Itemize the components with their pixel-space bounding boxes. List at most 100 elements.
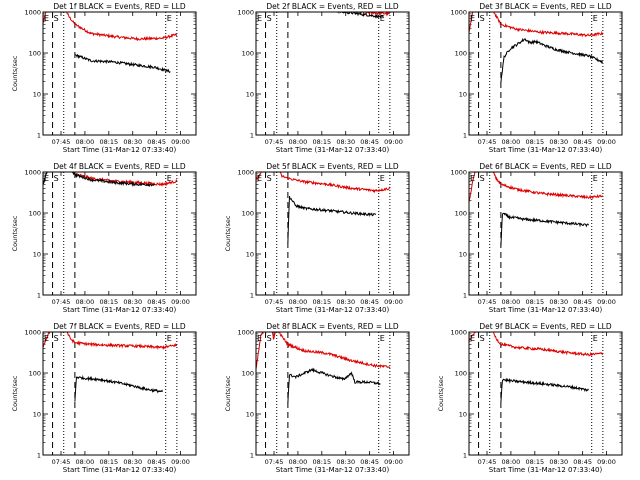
marker-e: E: [167, 14, 172, 23]
chart-panel-5: Det 5f BLACK = Events, RED = LLD 1000 100 1…: [224, 162, 410, 314]
lld-series-line: [492, 172, 603, 200]
marker-e: E: [257, 14, 262, 23]
x-tick-label: 08:30: [549, 298, 568, 306]
marker-e: E: [44, 334, 49, 343]
events-series-line: [43, 172, 155, 188]
x-tick-label: 08:00: [502, 458, 521, 466]
chart-panel-4: Det 4f BLACK = Events, RED = LLD 1000 100 1…: [11, 162, 197, 314]
x-tick-label: 07:45: [52, 458, 71, 466]
x-tick-label: 09:00: [171, 458, 190, 466]
chart-title: Det 7f BLACK = Events, RED = LLD: [53, 322, 186, 331]
chart-title: Det 1f BLACK = Events, RED = LLD: [53, 2, 186, 11]
events-series-line: [287, 196, 376, 243]
x-tick-label: 08:00: [502, 298, 521, 306]
marker-e: E: [593, 14, 598, 23]
y-tick-label: 10: [459, 251, 467, 259]
marker-e: E: [380, 334, 385, 343]
y-tick-label: 10: [459, 91, 467, 99]
x-tick-label: 08:30: [123, 138, 142, 146]
y-tick-label: 1000: [450, 329, 467, 337]
x-tick-label: 08:45: [147, 298, 166, 306]
x-tick-label: 08:45: [360, 298, 379, 306]
marker-s: S: [267, 14, 272, 23]
chart-title: Det 8f BLACK = Events, RED = LLD: [266, 322, 399, 331]
y-tick-label: 10: [246, 91, 254, 99]
y-tick-label: 1000: [24, 169, 41, 177]
lld-series-line: [469, 332, 476, 341]
y-tick-label: 10: [33, 251, 41, 259]
marker-e: E: [257, 174, 262, 183]
x-tick-label: 08:30: [336, 298, 355, 306]
x-tick-label: 08:45: [147, 458, 166, 466]
lld-series-line: [66, 12, 178, 42]
x-axis-label: Start Time (31-Mar-12 07:33:40): [63, 146, 177, 154]
y-tick-label: 1: [37, 132, 41, 140]
y-tick-label: 100: [29, 370, 41, 378]
plot-frame: [42, 171, 197, 296]
marker-s: S: [480, 14, 485, 23]
y-tick-label: 1: [463, 452, 467, 460]
x-tick-label: 07:45: [265, 298, 284, 306]
y-tick-label: 1000: [24, 9, 41, 17]
marker-s: S: [267, 334, 272, 343]
plot-frame: [468, 331, 623, 456]
chart-panel-7: Det 7f BLACK = Events, RED = LLD 1000 100 1…: [11, 322, 197, 474]
marker-s: S: [54, 14, 59, 23]
plot-frame: [255, 331, 410, 456]
y-tick-label: 1: [463, 132, 467, 140]
marker-e: E: [167, 334, 172, 343]
x-axis-label: Start Time (31-Mar-12 07:33:40): [489, 306, 603, 314]
x-tick-label: 09:00: [384, 138, 403, 146]
y-axis-label: Counts/sec: [224, 215, 232, 251]
marker-e: E: [257, 334, 262, 343]
x-tick-label: 08:15: [312, 458, 331, 466]
x-tick-label: 09:00: [384, 298, 403, 306]
chart-title: Det 4f BLACK = Events, RED = LLD: [53, 162, 186, 171]
y-tick-label: 1000: [237, 169, 254, 177]
plot-frame: [468, 171, 623, 296]
x-tick-label: 09:00: [597, 138, 616, 146]
x-axis-label: Start Time (31-Mar-12 07:33:40): [489, 146, 603, 154]
events-series-line: [74, 53, 171, 74]
chart-panel-6: Det 6f BLACK = Events, RED = LLD 1000 100 1…: [450, 162, 623, 314]
marker-e: E: [44, 14, 49, 23]
plot-frame: [255, 171, 410, 296]
y-tick-label: 1000: [24, 329, 41, 337]
x-tick-label: 09:00: [171, 138, 190, 146]
x-tick-label: 08:00: [289, 138, 308, 146]
x-axis-label: Start Time (31-Mar-12 07:33:40): [63, 466, 177, 474]
y-tick-label: 100: [455, 210, 467, 218]
x-tick-label: 09:00: [597, 458, 616, 466]
marker-s: S: [54, 334, 59, 343]
chart-panel-1: Det 1f BLACK = Events, RED = LLD 1000 100 1…: [11, 2, 197, 154]
y-tick-label: 100: [242, 210, 254, 218]
x-tick-label: 09:00: [597, 298, 616, 306]
plot-frame: [468, 11, 623, 136]
x-axis-label: Start Time (31-Mar-12 07:33:40): [63, 306, 177, 314]
y-tick-label: 100: [29, 210, 41, 218]
x-tick-label: 08:45: [573, 138, 592, 146]
y-tick-label: 1000: [450, 169, 467, 177]
x-tick-label: 07:45: [265, 138, 284, 146]
x-tick-label: 09:00: [171, 298, 190, 306]
chart-title: Det 5f BLACK = Events, RED = LLD: [266, 162, 399, 171]
x-tick-label: 07:45: [478, 458, 497, 466]
plot-frame: [42, 331, 197, 456]
y-tick-label: 10: [33, 411, 41, 419]
y-tick-label: 100: [455, 50, 467, 58]
x-tick-label: 08:15: [99, 458, 118, 466]
lld-series-line: [493, 12, 604, 38]
y-tick-label: 10: [246, 411, 254, 419]
x-tick-label: 08:00: [289, 458, 308, 466]
events-series-line: [74, 374, 163, 402]
marker-s: S: [480, 174, 485, 183]
lld-series-line: [492, 332, 604, 357]
y-axis-label: Counts/sec: [11, 55, 19, 91]
marker-e: E: [470, 174, 475, 183]
y-tick-label: 100: [29, 50, 41, 58]
y-tick-label: 1000: [450, 9, 467, 17]
x-tick-label: 07:45: [52, 138, 71, 146]
plot-frame: [255, 11, 410, 136]
marker-e: E: [380, 14, 385, 23]
